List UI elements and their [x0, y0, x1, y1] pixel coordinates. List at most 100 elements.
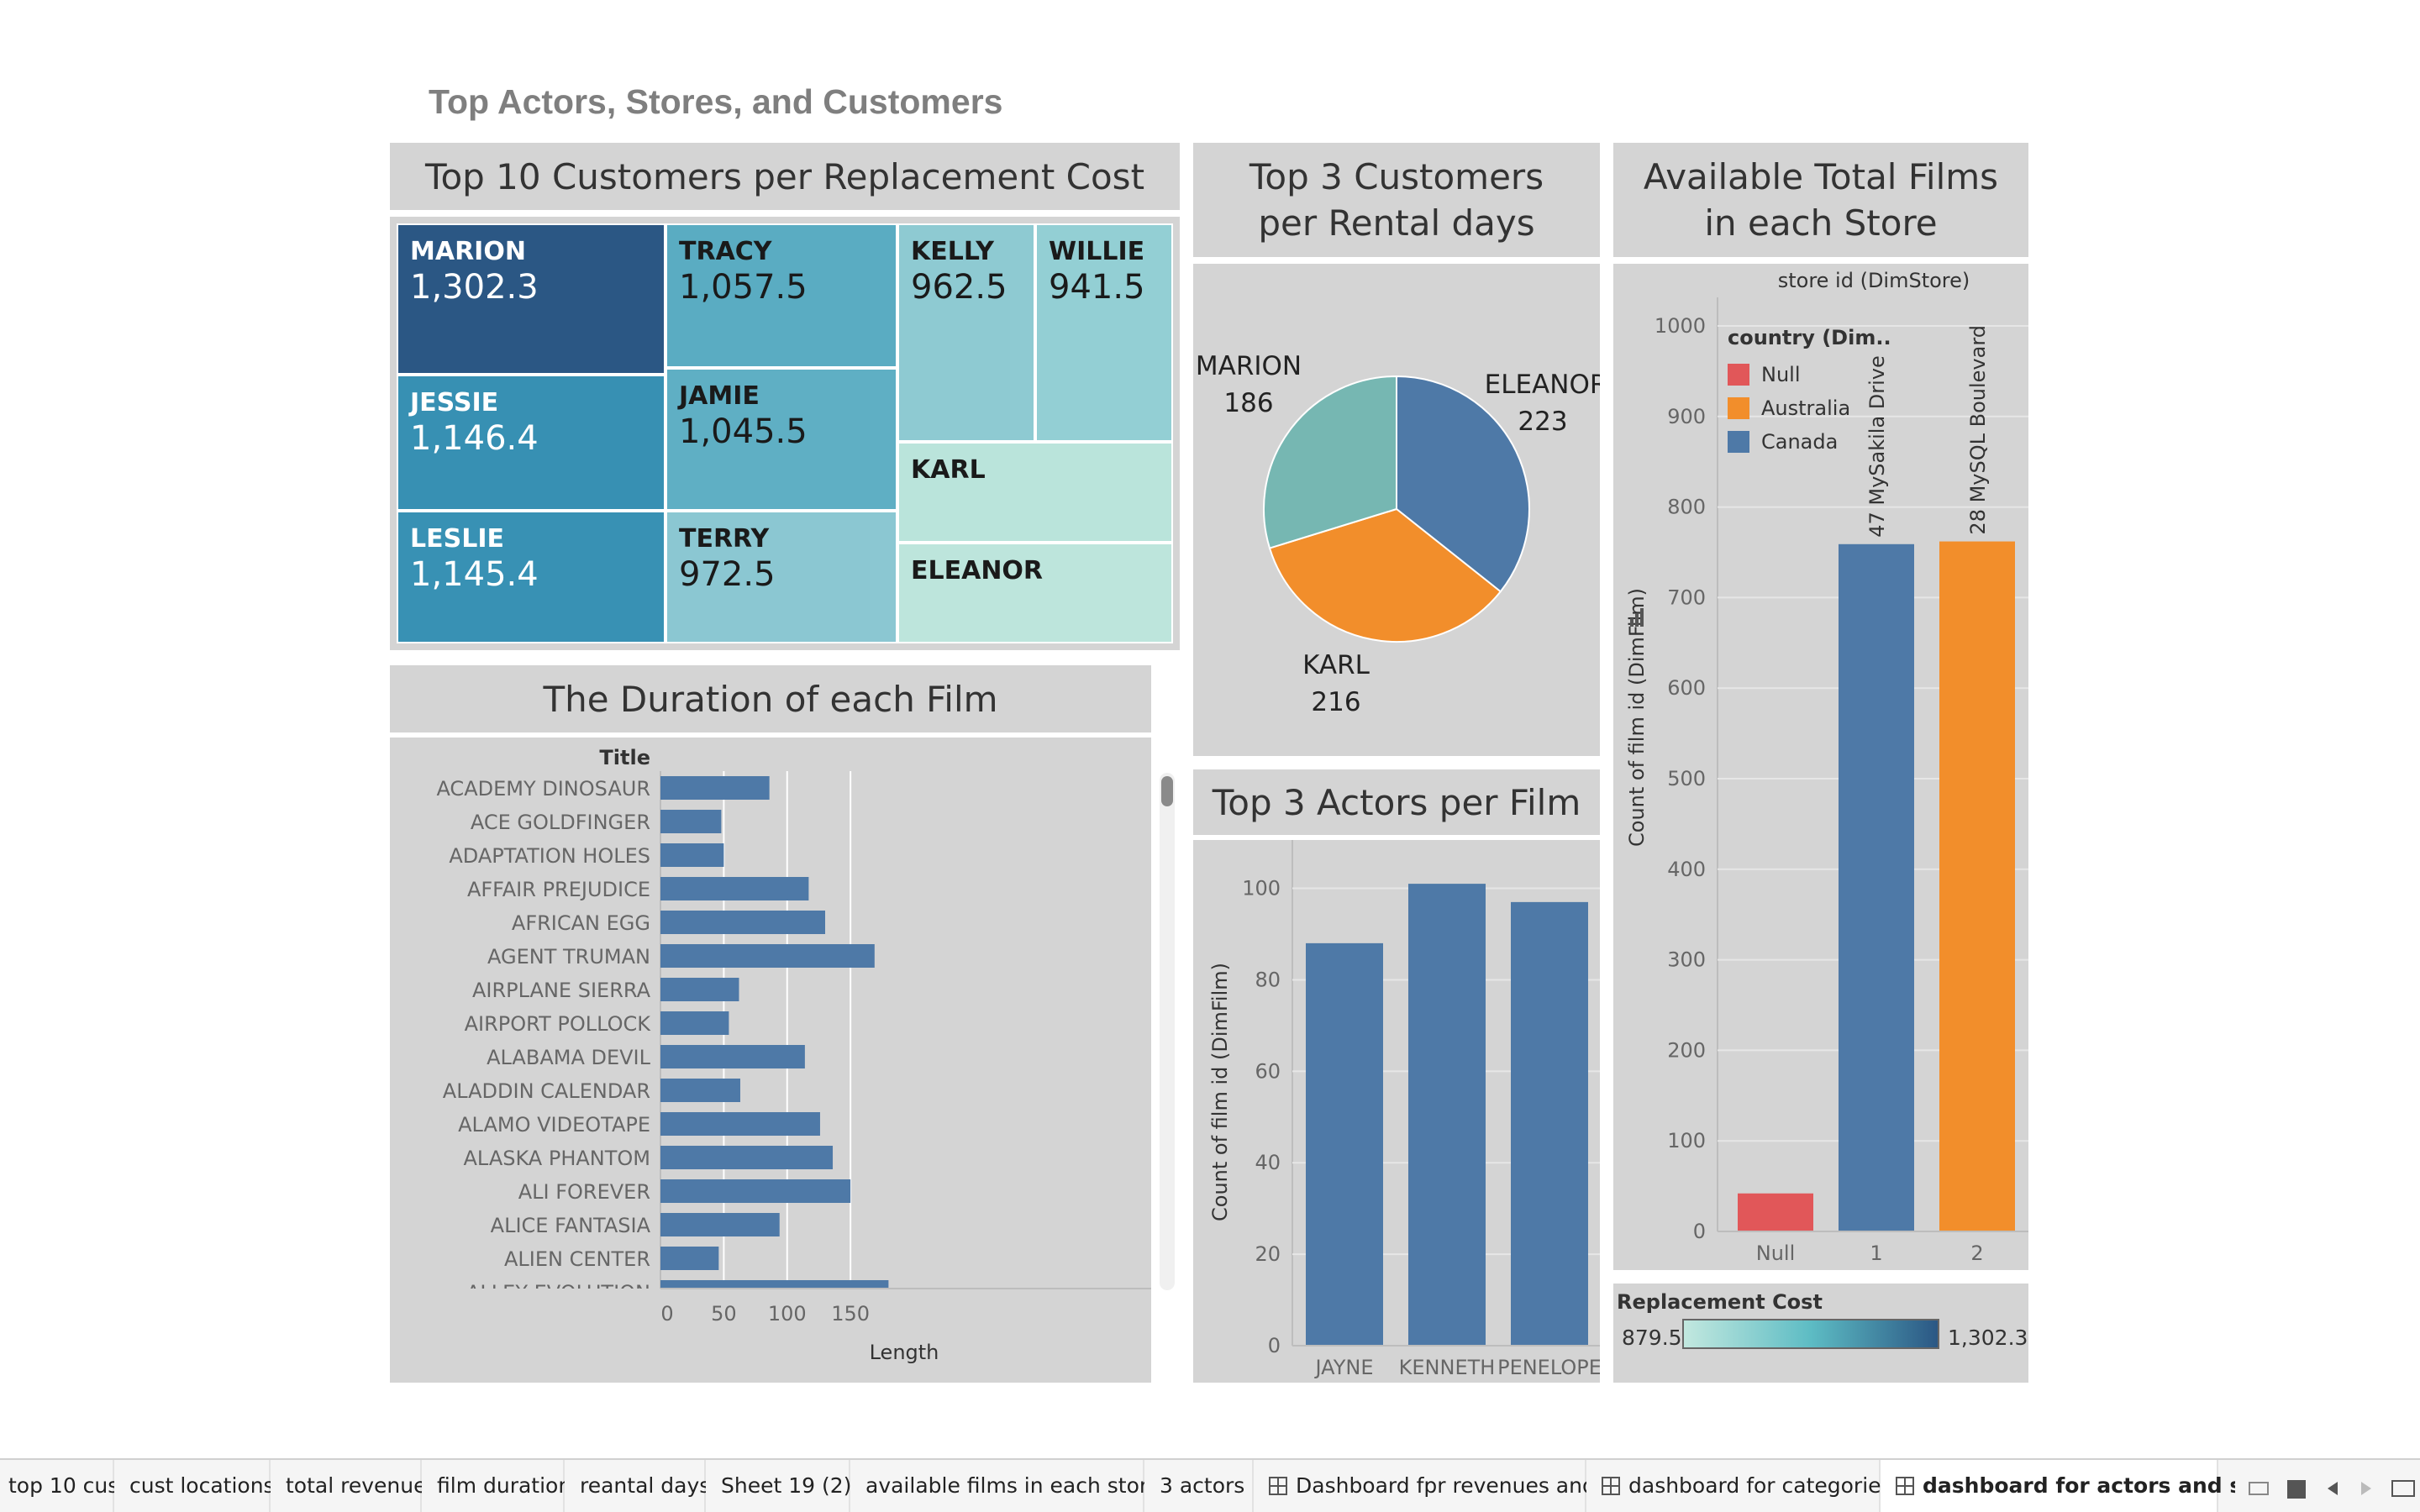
stores-bar[interactable]: [1839, 543, 1914, 1231]
treemap-cell[interactable]: LESLIE 1,145.4: [397, 511, 666, 643]
stores-ytick: 500: [1667, 767, 1706, 790]
treemap-cell-name: JESSIE: [410, 388, 499, 417]
treemap-cell[interactable]: KARL: [897, 442, 1173, 543]
films-bar[interactable]: [660, 944, 875, 968]
actors-bar[interactable]: [1306, 942, 1383, 1346]
films-bar[interactable]: [660, 1213, 780, 1236]
treemap-cell[interactable]: JESSIE 1,146.4: [397, 375, 666, 511]
films-rows: ACADEMY DINOSAUR ACE GOLDFINGER ADAPTATION…: [436, 776, 889, 1304]
sheet-tab-label: available films in each store: [865, 1473, 1161, 1498]
films-ylabel: Title: [599, 746, 650, 769]
treemap-cell-value: 962.5: [911, 268, 1007, 307]
sheet-tab[interactable]: 3 actors: [1144, 1460, 1254, 1512]
sheet-tab[interactable]: dashboard for actors and st...: [1881, 1460, 2276, 1512]
films-category-label: AFRICAN EGG: [512, 911, 650, 935]
films-bar[interactable]: [660, 1112, 820, 1136]
films-scrollbar-thumb[interactable]: [1161, 776, 1173, 806]
sheet-tab[interactable]: film duration: [422, 1460, 571, 1512]
sheet-tab[interactable]: available films in each store: [850, 1460, 1160, 1512]
grid-view-icon[interactable]: [2287, 1480, 2306, 1499]
stores-ytick: 900: [1667, 405, 1706, 428]
stores-category-label: 2: [1970, 1242, 1983, 1265]
treemap-cell[interactable]: MARION 1,302.3: [397, 223, 666, 375]
pie-slice-label: MARION: [1196, 351, 1302, 381]
films-category-label: ALIEN CENTER: [504, 1247, 650, 1271]
pie-slice[interactable]: [1268, 507, 1502, 643]
cost-legend-max: 1,302.3: [1948, 1326, 2028, 1350]
films-bar[interactable]: [660, 1079, 740, 1102]
dashboard-icon: [1896, 1477, 1914, 1495]
stores-ytick: 400: [1667, 858, 1706, 881]
actors-ytick: 80: [1255, 968, 1281, 991]
treemap-cell-name: TERRY: [679, 524, 770, 554]
treemap-cell-value: 1,045.5: [679, 412, 808, 451]
sheet-tab[interactable]: cust locations: [114, 1460, 275, 1512]
films-bar[interactable]: [660, 810, 722, 833]
pie-slice[interactable]: [1263, 375, 1397, 549]
sheet-tab[interactable]: Sheet 19 (2): [706, 1460, 851, 1512]
treemap-cell-value: 1,302.3: [410, 268, 539, 307]
stores-panel: store id (DimStore) 0 100 200 300 400 500 600 70…: [1613, 264, 2028, 1270]
stores-header: store id (DimStore): [1778, 269, 1970, 292]
films-bar[interactable]: [660, 1280, 889, 1304]
films-chart: Title ACADEMY DINOSAUR ACE GOLDFINGER ADAPT…: [436, 746, 1151, 1364]
filmstrip-view-icon[interactable]: [2249, 1482, 2269, 1495]
films-bar[interactable]: [660, 978, 739, 1001]
treemap-cell-name: KARL: [911, 455, 986, 485]
stores-bar-label: 28 MySQL Boulevard: [1966, 325, 1990, 535]
next-sheet-icon[interactable]: [2361, 1482, 2371, 1495]
dashboard-title: Top Actors, Stores, and Customers: [429, 82, 1003, 121]
films-category-label: ACADEMY DINOSAUR: [436, 777, 650, 801]
treemap-cell[interactable]: TRACY 1,057.5: [666, 223, 897, 368]
stores-legend-item[interactable]: Australia: [1728, 391, 1896, 425]
films-category-label: ALI FOREVER: [518, 1180, 650, 1204]
presentation-mode-icon[interactable]: [2391, 1480, 2415, 1497]
films-bar[interactable]: [660, 1146, 834, 1169]
treemap-cell-name: LESLIE: [410, 524, 504, 554]
pie-slice-value: 223: [1518, 407, 1567, 437]
films-bar[interactable]: [660, 1011, 729, 1035]
stores-bar[interactable]: [1738, 1193, 1813, 1231]
stores-legend-item[interactable]: Null: [1728, 358, 1896, 391]
films-bar[interactable]: [660, 1247, 719, 1270]
films-bar[interactable]: [660, 776, 770, 800]
treemap-cell[interactable]: KELLY 962.5: [897, 223, 1035, 442]
films-scrollbar[interactable]: [1160, 773, 1175, 1290]
stores-legend-item[interactable]: Canada: [1728, 425, 1896, 459]
treemap-cell[interactable]: JAMIE 1,045.5: [666, 368, 897, 511]
pie-slice-value: 186: [1223, 388, 1273, 418]
treemap-cell[interactable]: ELEANOR: [897, 543, 1173, 643]
treemap-cell-value: 1,057.5: [679, 268, 808, 307]
films-bar[interactable]: [660, 1179, 851, 1203]
sort-icon[interactable]: [1630, 608, 1644, 627]
treemap-cell-value: 1,145.4: [410, 555, 539, 594]
films-bar[interactable]: [660, 911, 825, 934]
stores-category-label: 1: [1870, 1242, 1882, 1265]
stores-ytick: 300: [1667, 948, 1706, 972]
films-xtick: 150: [831, 1302, 870, 1326]
sheet-tab[interactable]: top 10 cust: [0, 1460, 127, 1512]
treemap-cell[interactable]: TERRY 972.5: [666, 511, 897, 643]
treemap-cell-value: 972.5: [679, 555, 776, 594]
sheet-tab[interactable]: dashboard for categories: [1586, 1460, 1892, 1512]
pie-slice[interactable]: [1396, 375, 1530, 593]
films-panel: Title ACADEMY DINOSAUR ACE GOLDFINGER ADAPT…: [390, 738, 1151, 1383]
stores-category-label: Null: [1756, 1242, 1796, 1265]
sheet-tab[interactable]: total revenue: [271, 1460, 426, 1512]
treemap-panel: MARION 1,302.3 TRACY 1,057.5 KELLY 962.5 WILLI…: [390, 217, 1180, 650]
films-bar[interactable]: [660, 1045, 805, 1068]
sheet-tab[interactable]: Dashboard fpr revenues and ...: [1254, 1460, 1623, 1512]
stores-bar[interactable]: [1939, 541, 2015, 1231]
actors-bar[interactable]: [1408, 884, 1486, 1346]
actors-ytick: 20: [1255, 1242, 1281, 1266]
actors-category-label: JAYNE: [1314, 1356, 1374, 1379]
actors-category-label: KENNETH: [1399, 1356, 1496, 1379]
actors-bar[interactable]: [1511, 901, 1588, 1346]
sheet-tab[interactable]: reantal days: [565, 1460, 710, 1512]
films-bar[interactable]: [660, 877, 809, 900]
prev-sheet-icon[interactable]: [2328, 1482, 2338, 1495]
treemap-cell-name: TRACY: [679, 237, 772, 266]
films-bar[interactable]: [660, 843, 724, 867]
treemap-cell-name: MARION: [410, 237, 526, 266]
treemap-cell[interactable]: WILLIE 941.5: [1035, 223, 1173, 442]
